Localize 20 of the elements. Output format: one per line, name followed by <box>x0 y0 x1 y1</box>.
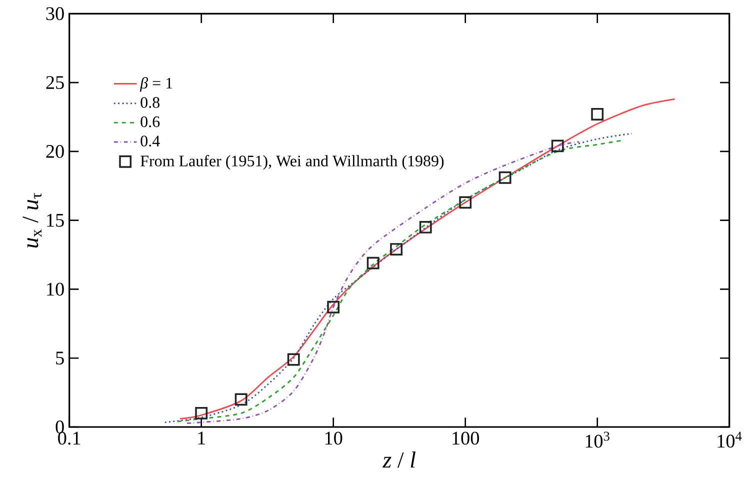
legend-label: 0.8 <box>140 97 160 108</box>
y-tick-label: 15 <box>47 214 64 227</box>
x-tick-label: 10$^{3}$ <box>586 432 610 448</box>
y-axis-title: u$_{x}$ / u$_{τ}$ <box>22 192 42 248</box>
x-axis-title: z / l <box>382 452 416 468</box>
y-tick-label: 30 <box>46 7 64 20</box>
x-tick-label: 10$^{4}$ <box>718 432 742 448</box>
legend-label: 0.6 <box>140 116 160 128</box>
x-tick-label: 1 <box>198 432 205 444</box>
y-tick-label: 5 <box>56 352 64 364</box>
x-tick-label: 10 <box>325 432 342 445</box>
legend-label: β = 1 <box>140 77 172 92</box>
legend-label: 0.4 <box>140 136 160 147</box>
x-tick-label: 100 <box>452 432 479 445</box>
legend-label: From Laufer (1951), Wei and Willmarth (1989) <box>140 154 444 170</box>
y-tick-label: 10 <box>47 282 64 296</box>
y-tick-label: 25 <box>46 76 64 90</box>
y-tick-label: 0 <box>56 420 64 434</box>
y-tick-label: 20 <box>46 144 64 158</box>
x-tick-label: 0.1 <box>58 432 80 445</box>
